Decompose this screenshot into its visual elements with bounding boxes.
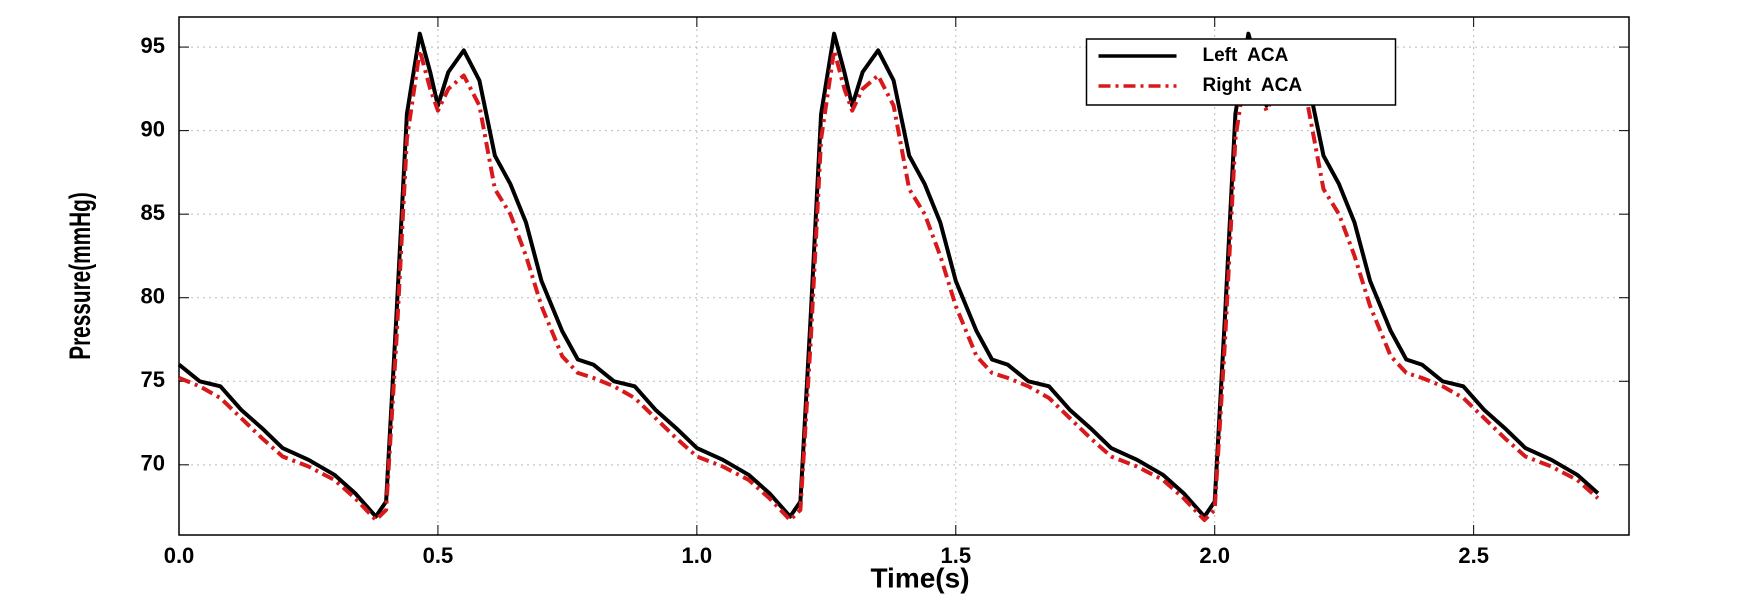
data-line <box>177 31 1600 519</box>
y-tick-label: 95 <box>141 33 165 58</box>
legend-box <box>1085 38 1397 106</box>
x-tick-label: 0.0 <box>164 543 195 568</box>
y-tick-label: 80 <box>141 284 165 309</box>
y-tick-label: 75 <box>141 367 165 392</box>
legend-label: Left ACA <box>1203 45 1289 66</box>
y-tick-label: 85 <box>141 200 165 225</box>
data-line <box>178 48 1600 522</box>
y-tick-label: 70 <box>141 451 165 476</box>
x-tick-label: 2.0 <box>1199 543 1230 568</box>
plot-frame <box>178 16 1630 536</box>
x-tick-label: 0.5 <box>423 543 454 568</box>
x-tick-label: 2.5 <box>1458 543 1489 568</box>
x-axis-label: Time(s) <box>870 562 969 593</box>
y-axis-label: Pressure(mmHg) <box>64 192 97 360</box>
legend-label: Right ACA <box>1203 75 1303 96</box>
y-tick-label: 90 <box>141 116 165 141</box>
x-tick-label: 1.0 <box>682 543 713 568</box>
x-tick-label: 1.5 <box>940 543 971 568</box>
